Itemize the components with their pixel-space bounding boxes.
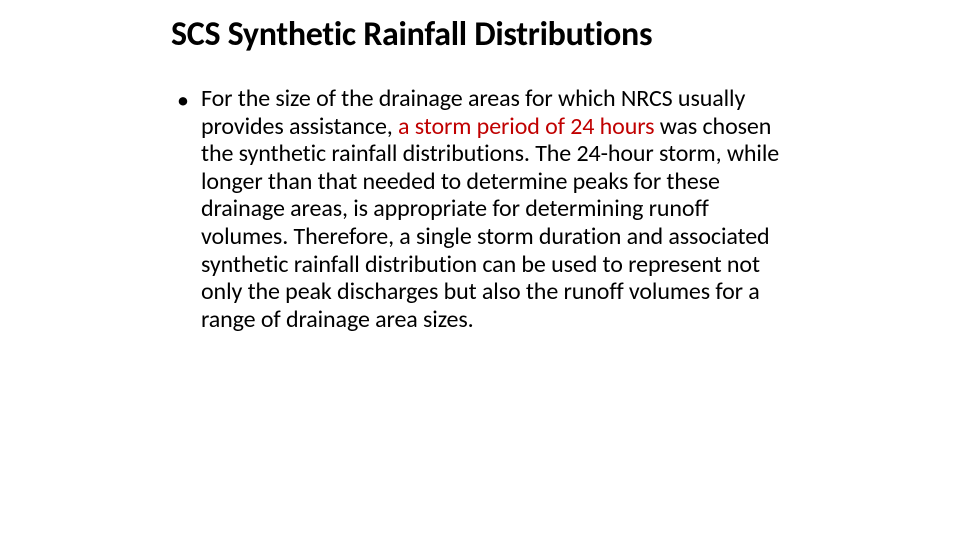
bullet-text-post: was chosen the synthetic rainfall distri… [201,112,779,334]
bullet-text-emphasis: a storm period of 24 hours [398,112,654,141]
bullet-item: • For the size of the drainage areas for… [177,85,789,333]
slide-body: • For the size of the drainage areas for… [177,85,789,333]
slide: SCS Synthetic Rainfall Distributions • F… [0,0,960,540]
bullet-glyph: • [177,85,201,115]
bullet-text: For the size of the drainage areas for w… [201,85,789,333]
slide-title: SCS Synthetic Rainfall Distributions [171,14,652,55]
